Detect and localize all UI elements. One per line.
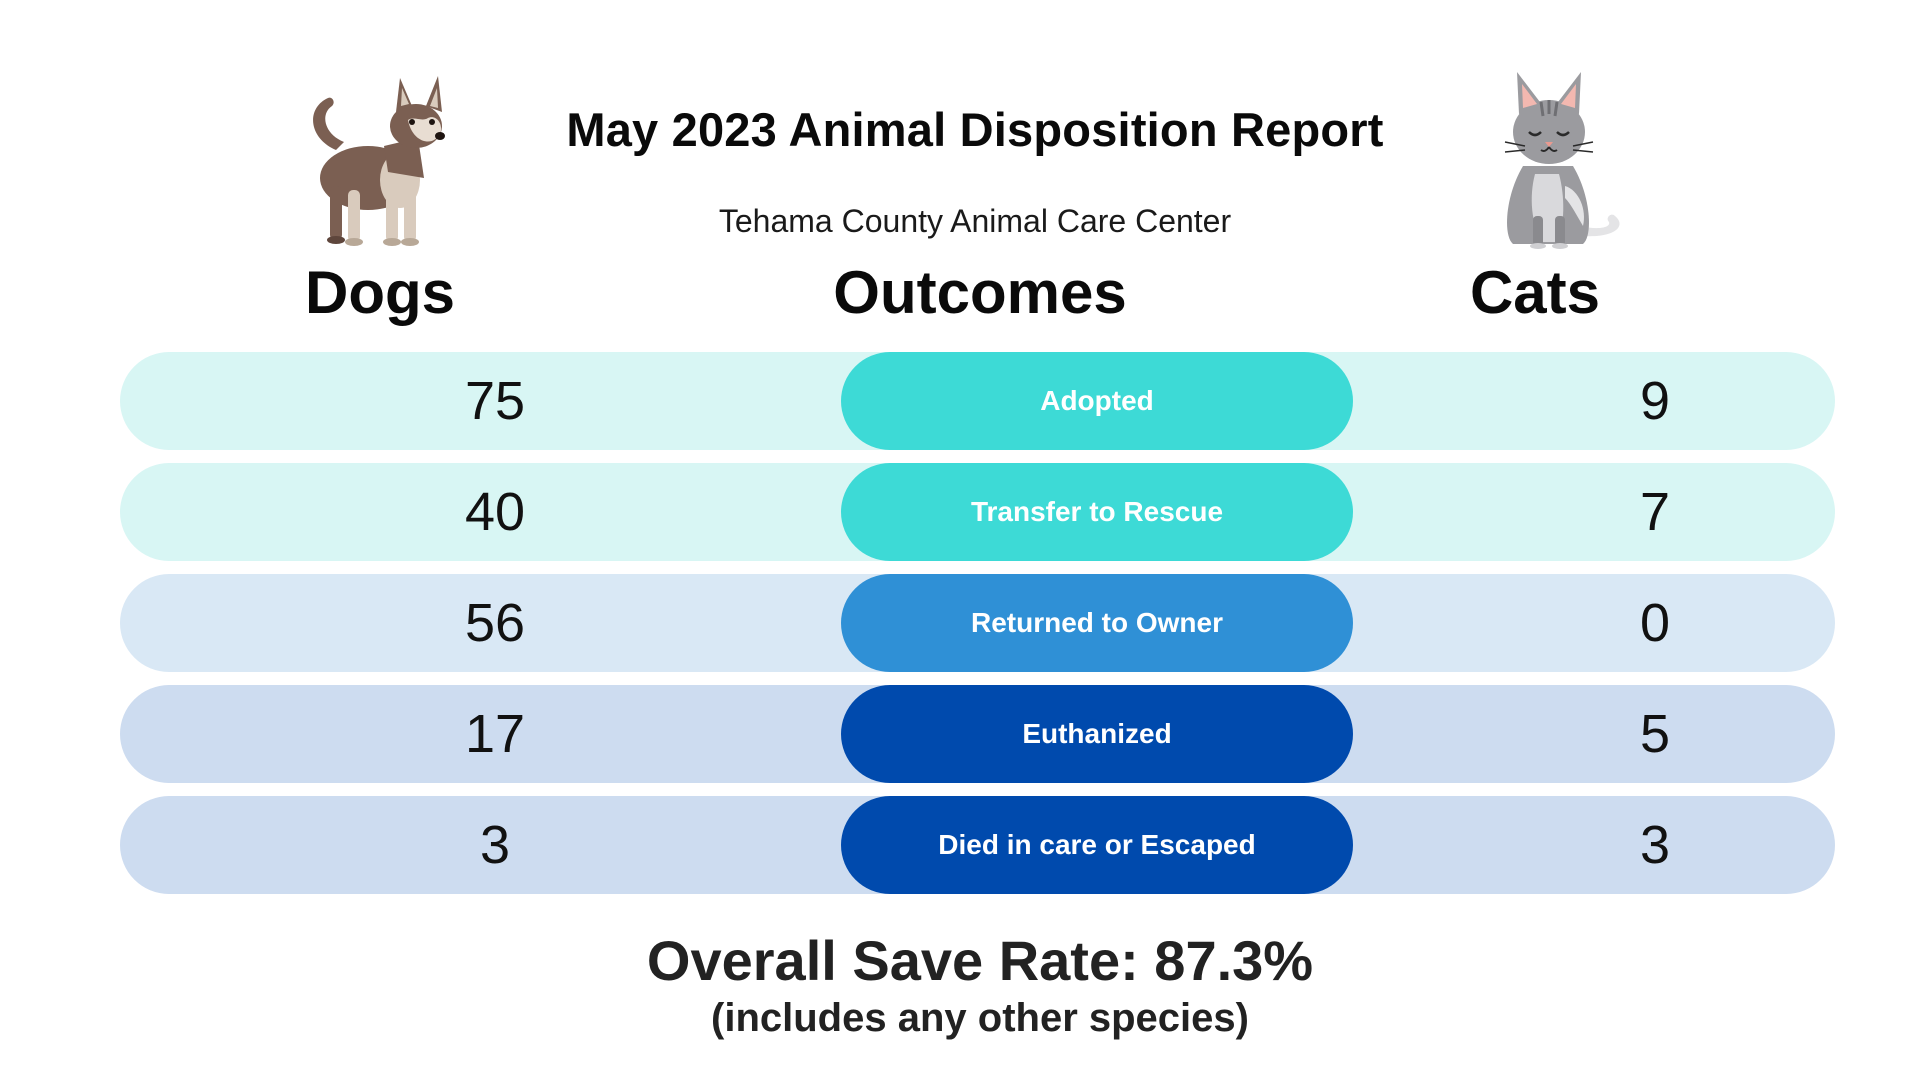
outcome-label-pill: Returned to Owner	[841, 574, 1353, 672]
cat-illustration	[1504, 72, 1620, 249]
dogs-count: 3	[479, 815, 511, 875]
outcome-row-euthanized: 17 Euthanized 5	[120, 685, 1835, 783]
cats-count: 0	[1639, 593, 1671, 653]
outcome-label-pill: Adopted	[841, 352, 1353, 450]
cats-count: 7	[1639, 482, 1671, 542]
outcome-row-returned: 56 Returned to Owner 0	[120, 574, 1835, 672]
outcome-row-adopted: 75 Adopted 9	[120, 352, 1835, 450]
report-subtitle: Tehama County Animal Care Center	[718, 203, 1232, 239]
outcomes-column-heading: Outcomes	[833, 259, 1127, 326]
cats-column-heading: Cats	[1469, 259, 1601, 326]
overall-save-rate: Overall Save Rate: 87.3%	[646, 929, 1314, 992]
save-rate-note: (includes any other species)	[711, 996, 1249, 1040]
cats-count: 9	[1639, 371, 1671, 431]
cats-count: 5	[1639, 704, 1671, 764]
outcome-label-pill: Transfer to Rescue	[841, 463, 1353, 561]
dogs-count: 56	[464, 593, 526, 653]
outcome-row-died-escaped: 3 Died in care or Escaped 3	[120, 796, 1835, 894]
outcome-label-pill: Died in care or Escaped	[841, 796, 1353, 894]
dogs-column-heading: Dogs	[305, 259, 455, 326]
report-title: May 2023 Animal Disposition Report	[566, 103, 1384, 156]
outcome-row-transfer: 40 Transfer to Rescue 7	[120, 463, 1835, 561]
dogs-count: 75	[464, 371, 526, 431]
dogs-count: 40	[464, 482, 526, 542]
cats-count: 3	[1639, 815, 1671, 875]
dog-illustration	[313, 76, 445, 246]
outcome-label-pill: Euthanized	[841, 685, 1353, 783]
dogs-count: 17	[464, 704, 526, 764]
